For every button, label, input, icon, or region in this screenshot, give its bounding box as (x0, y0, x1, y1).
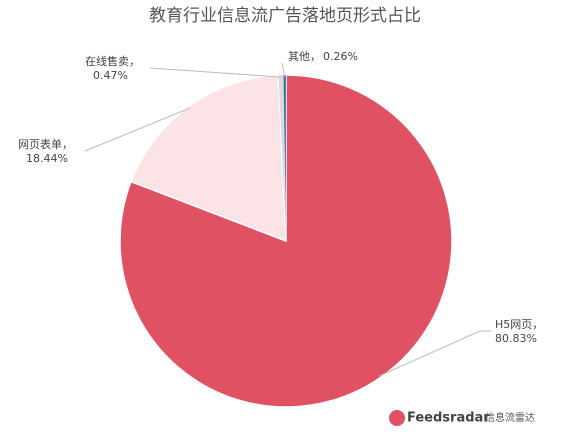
data-label-name: 其他， (288, 50, 321, 63)
data-label-value: 0.47% (93, 69, 128, 82)
leader-line (149, 67, 281, 78)
leader-line (378, 330, 491, 377)
data-label-value: 0.26% (323, 50, 358, 63)
chart-title: 教育行业信息流广告落地页形式占比 (149, 6, 421, 26)
watermark-brand: Feedsradar (407, 411, 490, 426)
data-label-value: 18.44% (26, 152, 68, 165)
watermark-subtitle: 信息流雷达 (485, 411, 535, 424)
data-label-name: 网页表单， (18, 137, 73, 151)
data-label-value: 80.83% (495, 332, 537, 345)
leader-line (84, 107, 191, 152)
leader-line (281, 62, 286, 78)
watermark-icon (389, 410, 405, 426)
data-label-name: 在线售卖， (85, 54, 140, 68)
watermark: Feedsradar 信息流雷达 (389, 410, 535, 426)
data-label-name: H5网页， (495, 318, 543, 331)
pie-slice (130, 74, 287, 243)
